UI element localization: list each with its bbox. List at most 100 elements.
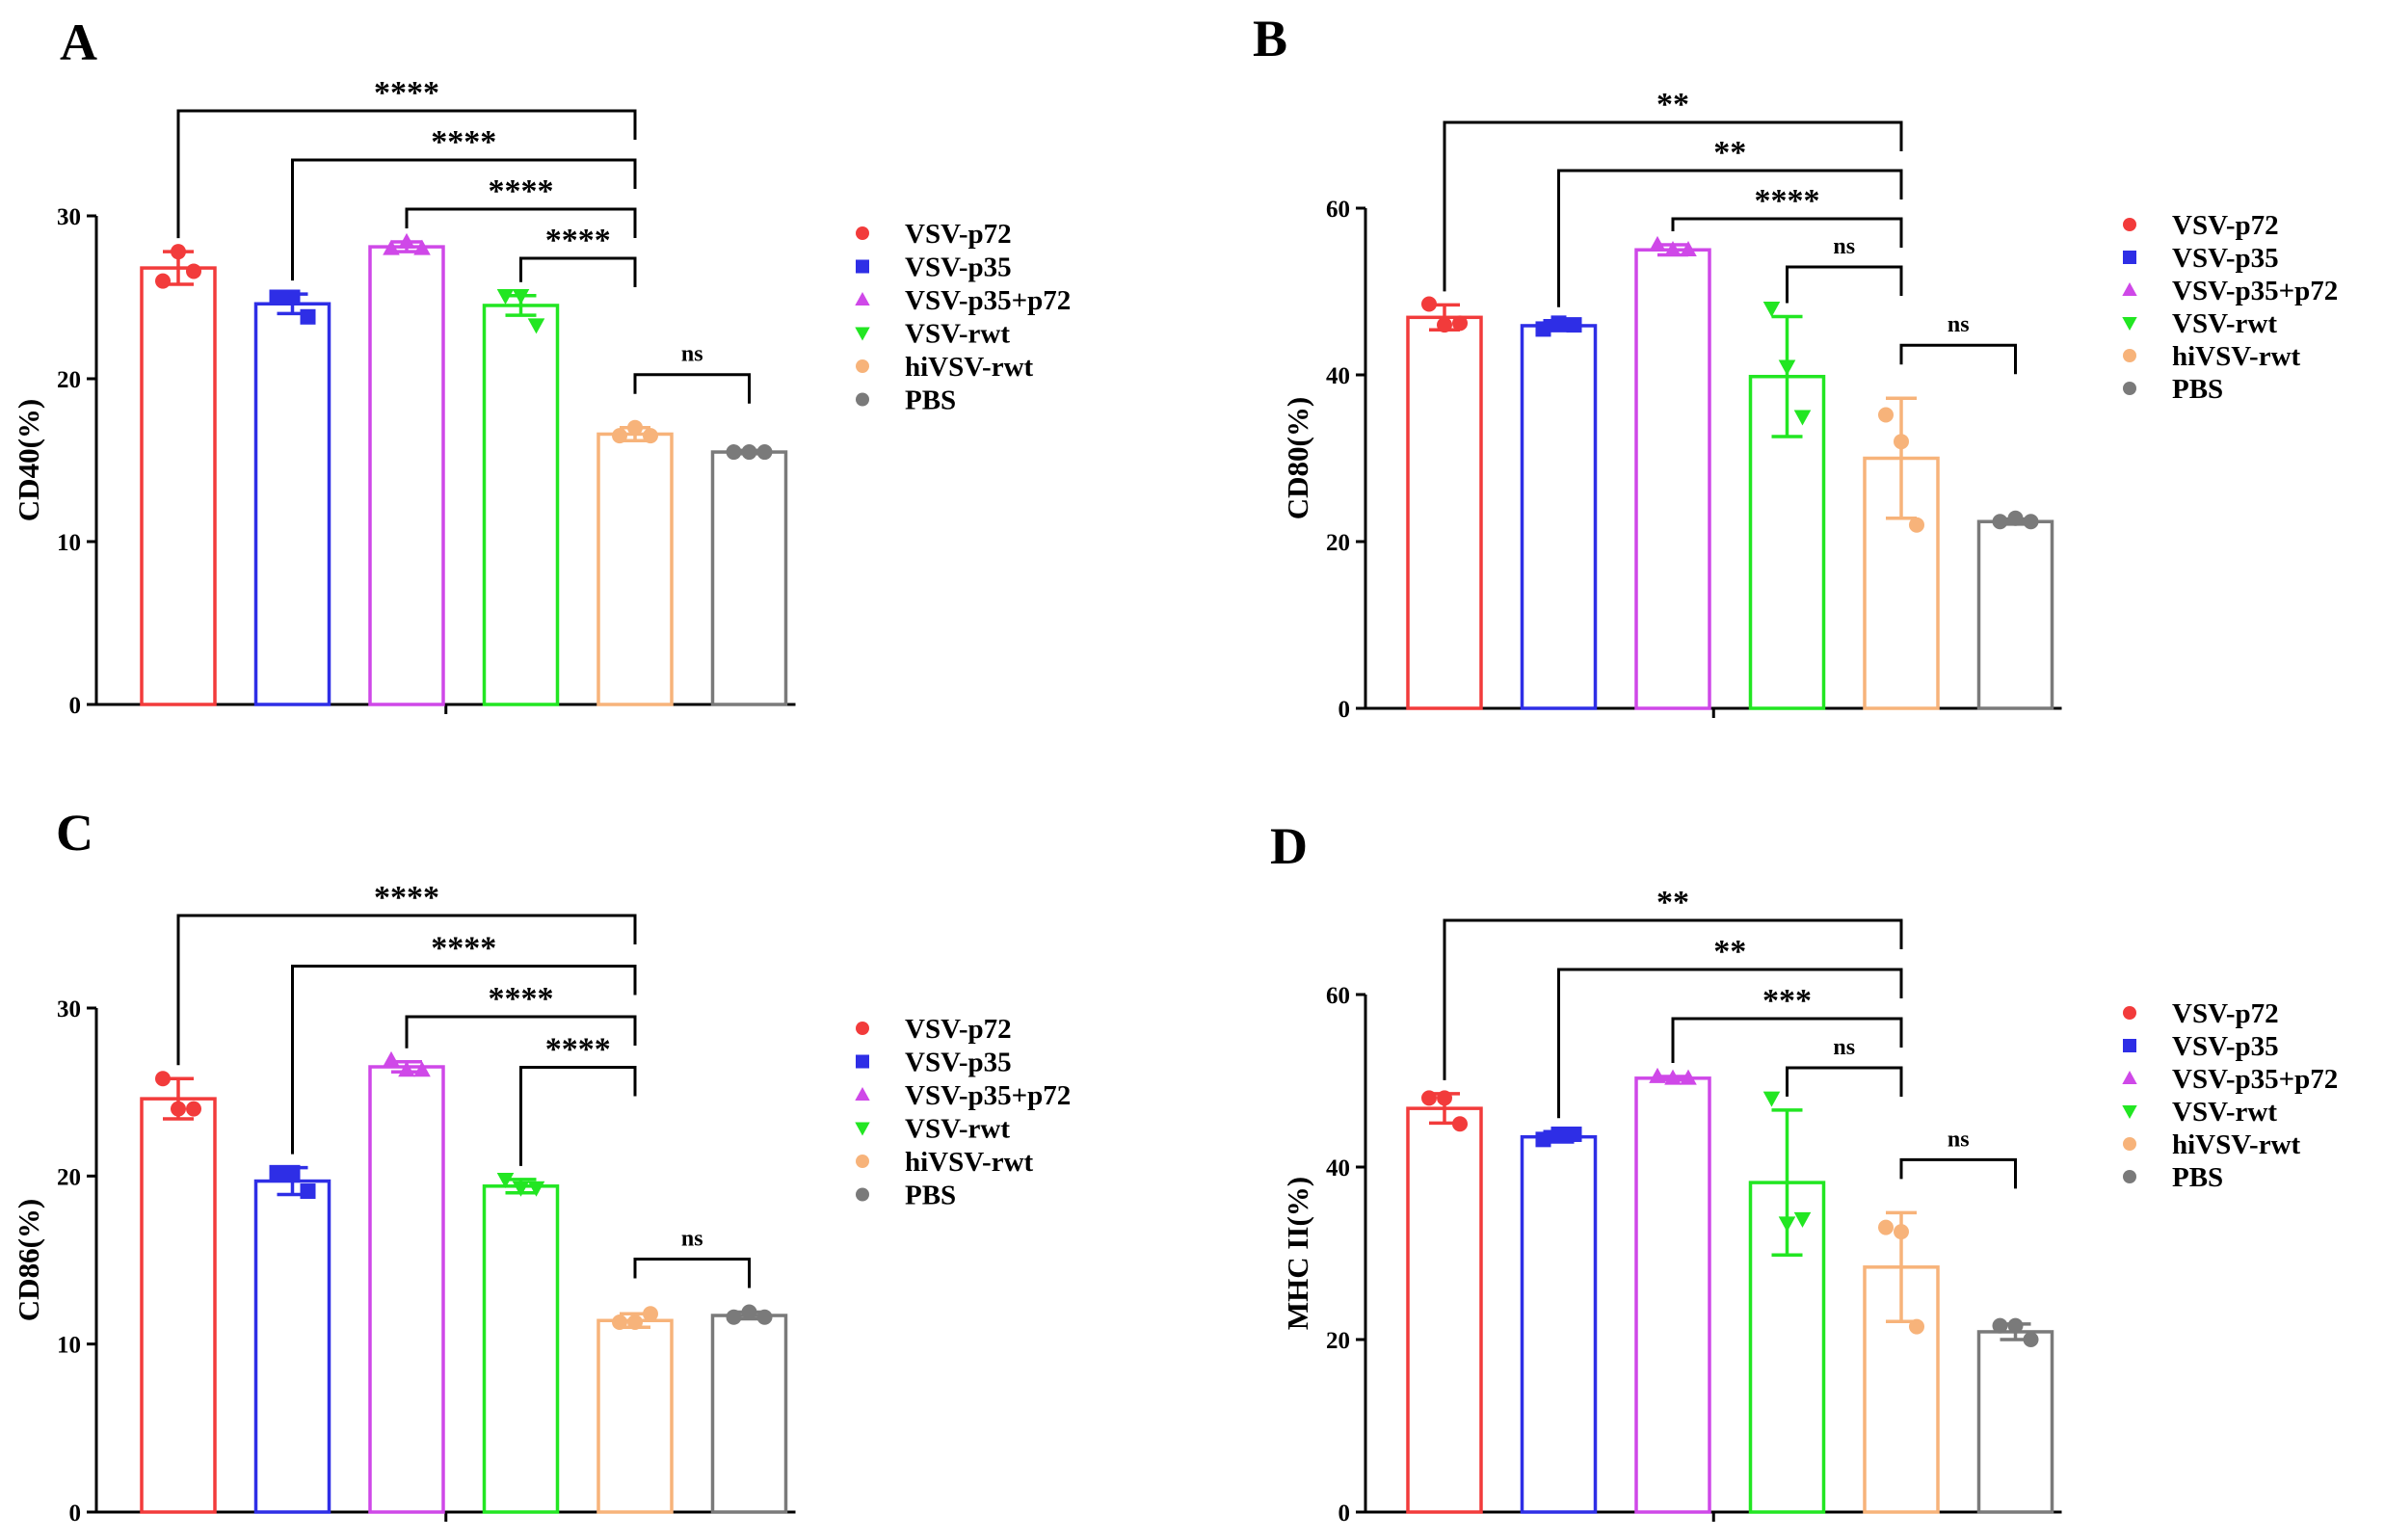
data-point: [496, 1173, 515, 1189]
data-point: [1680, 1069, 1697, 1085]
data-point: [1909, 517, 1924, 533]
data-point: [726, 444, 742, 461]
significance-label: ****: [489, 981, 554, 1017]
significance-bracket: [633, 373, 751, 404]
y-tick-label: 20: [1326, 1328, 1350, 1354]
y-tick-label: 0: [69, 1500, 82, 1527]
significance-bracket: [1443, 918, 1903, 1080]
bar-hivsv-rwt: [596, 1318, 674, 1514]
data-point: [398, 232, 415, 249]
data-point: [1762, 302, 1781, 317]
y-tick-label: 30: [57, 996, 81, 1022]
data-point: [1664, 241, 1682, 257]
legend-label: hiVSV-rwt: [2172, 1129, 2301, 1160]
panel-letter: A: [60, 13, 97, 71]
significance-label: ****: [431, 124, 496, 160]
data-point: [1535, 321, 1551, 337]
data-point: [2023, 1332, 2039, 1347]
significance-bracket: [519, 1066, 637, 1166]
legend-marker: [856, 259, 869, 274]
legend-marker: [856, 1054, 869, 1069]
legend-label: PBS: [905, 1181, 956, 1211]
significance-bracket: [176, 914, 637, 1066]
legend-label: VSV-p72: [905, 1014, 1012, 1045]
significance-label: ***: [1762, 983, 1812, 1019]
data-point: [1649, 1067, 1666, 1083]
legend-label: PBS: [2172, 1162, 2223, 1193]
data-point: [1778, 1216, 1796, 1233]
bar-pbs: [1976, 519, 2054, 710]
y-axis-label: CD80(%): [1281, 397, 1314, 519]
data-point: [643, 1306, 658, 1322]
data-point: [1778, 359, 1796, 376]
data-point: [300, 308, 316, 325]
panel-letter: D: [1270, 817, 1308, 875]
y-tick-label: 40: [1326, 363, 1350, 389]
bar-pbs: [1976, 1330, 2054, 1514]
legend-label: VSV-rwt: [905, 319, 1010, 350]
legend-marker: [855, 1086, 870, 1101]
panel-c: C CD86(%) 0 10 20 30 **** **** **** **** ns VSV-p72…: [12, 804, 1071, 1527]
data-point: [1566, 317, 1582, 333]
legend-label: VSV-p35: [2172, 243, 2279, 274]
significance-label: ****: [545, 1032, 611, 1068]
y-tick-label: 0: [1338, 697, 1351, 723]
legend-label: VSV-p72: [2172, 998, 2279, 1029]
data-point: [756, 1309, 773, 1325]
significance-bracket: [176, 109, 637, 239]
data-point: [527, 1181, 545, 1197]
significance-bracket: [1899, 1157, 2017, 1189]
legend-marker: [2122, 317, 2137, 332]
legend-label: PBS: [905, 385, 956, 416]
legend-label: VSV-p35+p72: [2172, 276, 2338, 306]
data-point: [1452, 1116, 1468, 1132]
data-point: [512, 1181, 530, 1197]
significance-bracket: [1443, 120, 1903, 292]
significance-bracket: [405, 1015, 637, 1049]
data-point: [284, 289, 301, 305]
data-point: [1680, 241, 1697, 257]
data-point: [643, 428, 658, 444]
significance-label: ****: [431, 931, 496, 967]
data-point: [741, 444, 757, 461]
legend-marker: [2123, 251, 2136, 264]
significance-bracket: [1786, 265, 1903, 304]
y-axis-label: CD40(%): [12, 399, 45, 521]
bar-pbs: [710, 450, 788, 706]
data-point: [398, 1061, 415, 1077]
legend-marker: [2123, 1137, 2136, 1151]
significance-label: ****: [489, 173, 554, 209]
legend-marker: [855, 327, 870, 341]
significance-bracket: [519, 256, 637, 287]
data-point: [2007, 1317, 2024, 1334]
significance-bracket: [1557, 169, 1903, 307]
panel-letter: B: [1253, 10, 1287, 67]
data-point: [1664, 1069, 1682, 1085]
bar-vsv-p35: [1520, 1134, 1598, 1514]
data-point: [413, 239, 431, 255]
y-tick-label: 60: [1326, 197, 1350, 223]
y-tick-label: 0: [1338, 1500, 1351, 1527]
bar-vsv-p35: [253, 1179, 331, 1514]
data-point: [1992, 1317, 2008, 1334]
data-point: [612, 428, 627, 444]
panel-letter: C: [56, 804, 93, 862]
y-tick-label: 20: [57, 367, 81, 393]
data-point: [1550, 1126, 1567, 1142]
legend-label: PBS: [2172, 374, 2223, 405]
bar-vsv-p35-p72: [368, 245, 445, 706]
data-point: [155, 273, 171, 289]
data-point: [1550, 315, 1567, 332]
y-tick-label: 10: [57, 530, 81, 556]
legend-label: VSV-p35+p72: [2172, 1064, 2338, 1095]
data-point: [1437, 317, 1452, 333]
significance-label: ****: [374, 880, 439, 916]
data-point: [512, 289, 530, 305]
legend-marker: [856, 1022, 869, 1035]
significance-label: **: [1656, 885, 1689, 920]
significance-label: ns: [1833, 234, 1855, 259]
data-point: [1992, 514, 2008, 530]
bar-vsv-p35-p72: [1634, 248, 1711, 710]
